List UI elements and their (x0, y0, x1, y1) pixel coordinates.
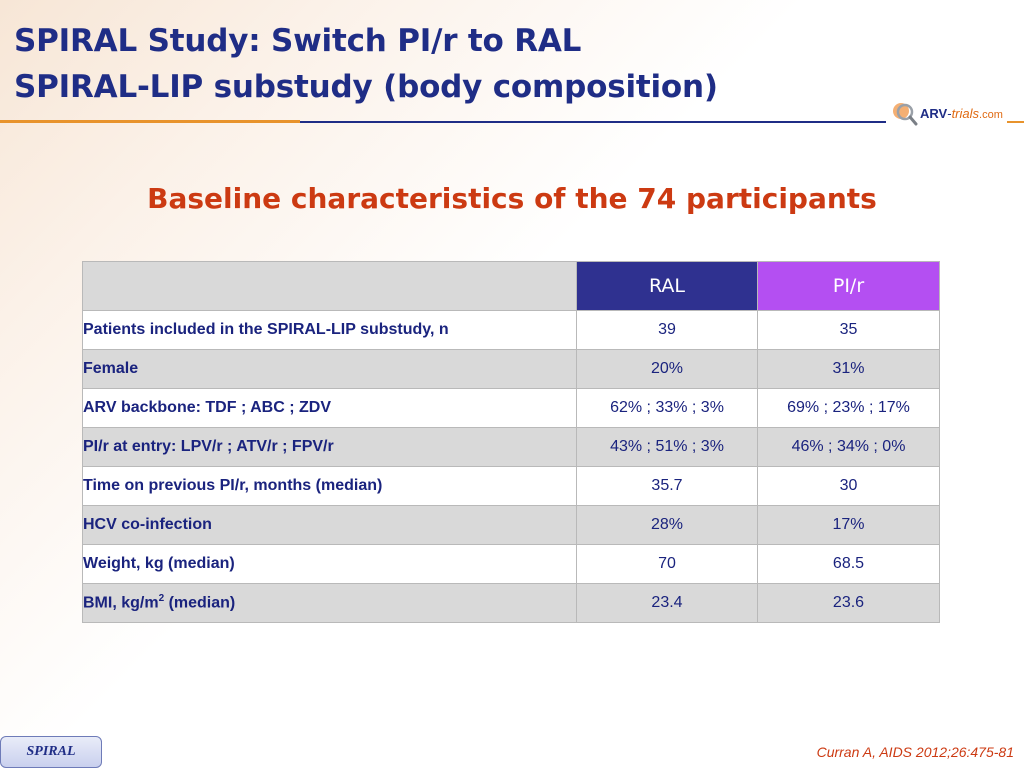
header-ral: RAL (576, 261, 758, 311)
logo-dash: - (947, 105, 952, 121)
title-rule-blue (300, 121, 890, 123)
pir-value: 23.6 (757, 583, 940, 623)
header-pir: PI/r (757, 261, 940, 311)
header-blank-cell (82, 261, 577, 311)
pir-value: 46% ; 34% ; 0% (757, 427, 940, 467)
pir-value: 69% ; 23% ; 17% (757, 388, 940, 428)
table-header-row: RAL PI/r (82, 261, 940, 311)
table-row: Weight, kg (median) 70 68.5 (82, 544, 940, 584)
table-row: BMI, kg/m2 (median) 23.4 23.6 (82, 583, 940, 623)
row-label: Weight, kg (median) (82, 544, 577, 584)
row-label: Female (82, 349, 577, 389)
slide-title: SPIRAL Study: Switch PI/r to RAL SPIRAL-… (14, 18, 718, 110)
logo-wordmark: ARV-trials.com (920, 106, 1003, 121)
ral-value: 23.4 (576, 583, 758, 623)
magnifier-logo-icon (893, 103, 918, 126)
row-label-superscript: 2 (158, 593, 165, 605)
row-label: BMI, kg/m2 (median) (82, 583, 577, 623)
logo-arv: ARV (920, 105, 948, 121)
table-row: Time on previous PI/r, months (median) 3… (82, 466, 940, 506)
table-row: PI/r at entry: LPV/r ; ATV/r ; FPV/r 43%… (82, 427, 940, 467)
pir-value: 30 (757, 466, 940, 506)
table-row: Patients included in the SPIRAL-LIP subs… (82, 310, 940, 350)
pir-value: 17% (757, 505, 940, 545)
row-label: Patients included in the SPIRAL-LIP subs… (82, 310, 577, 350)
citation: Curran A, AIDS 2012;26:475-81 (816, 744, 1014, 760)
table-row: HCV co-infection 28% 17% (82, 505, 940, 545)
row-label: HCV co-infection (82, 505, 577, 545)
ral-value: 43% ; 51% ; 3% (576, 427, 758, 467)
logo-com: .com (979, 108, 1003, 121)
table-heading: Baseline characteristics of the 74 parti… (147, 182, 877, 215)
ral-value: 70 (576, 544, 758, 584)
row-label: PI/r at entry: LPV/r ; ATV/r ; FPV/r (82, 427, 577, 467)
slide-title-line-1: SPIRAL Study: Switch PI/r to RAL (14, 23, 582, 59)
ral-value: 20% (576, 349, 758, 389)
pir-value: 35 (757, 310, 940, 350)
baseline-characteristics-table: RAL PI/r Patients included in the SPIRAL… (82, 261, 940, 623)
ral-value: 62% ; 33% ; 3% (576, 388, 758, 428)
slide-title-line-2: SPIRAL-LIP substudy (body composition) (14, 69, 718, 105)
ral-value: 28% (576, 505, 758, 545)
title-rule-orange (0, 120, 300, 123)
row-label-suffix: (median) (164, 594, 236, 612)
row-label: ARV backbone: TDF ; ABC ; ZDV (82, 388, 577, 428)
pir-value: 68.5 (757, 544, 940, 584)
ral-value: 35.7 (576, 466, 758, 506)
row-label-prefix: BMI, kg/m (83, 594, 159, 612)
logo-trials: trials (951, 105, 980, 121)
ral-value: 39 (576, 310, 758, 350)
arv-trials-logo: ARV-trials.com (886, 98, 1007, 128)
study-badge: SPIRAL (0, 736, 102, 768)
table-row: Female 20% 31% (82, 349, 940, 389)
row-label: Time on previous PI/r, months (median) (82, 466, 577, 506)
table-row: ARV backbone: TDF ; ABC ; ZDV 62% ; 33% … (82, 388, 940, 428)
pir-value: 31% (757, 349, 940, 389)
